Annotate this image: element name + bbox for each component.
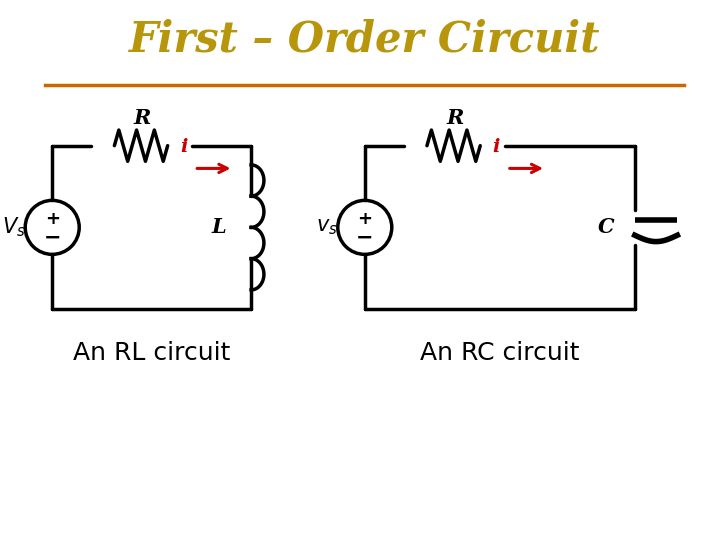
- Text: +: +: [45, 210, 60, 228]
- Text: +: +: [357, 210, 372, 228]
- Text: First – Order Circuit: First – Order Circuit: [129, 18, 600, 60]
- Text: L: L: [212, 218, 226, 238]
- Text: −: −: [356, 228, 374, 248]
- Text: An RC circuit: An RC circuit: [420, 341, 580, 365]
- Text: R: R: [446, 108, 464, 128]
- Text: i: i: [180, 138, 187, 156]
- Text: −: −: [43, 228, 61, 248]
- Text: $V_s$: $V_s$: [1, 215, 25, 239]
- Text: An RL circuit: An RL circuit: [73, 341, 230, 365]
- Text: $v_s$: $v_s$: [316, 218, 338, 238]
- Text: C: C: [598, 218, 615, 238]
- Text: R: R: [134, 108, 151, 128]
- Text: i: i: [492, 138, 500, 156]
